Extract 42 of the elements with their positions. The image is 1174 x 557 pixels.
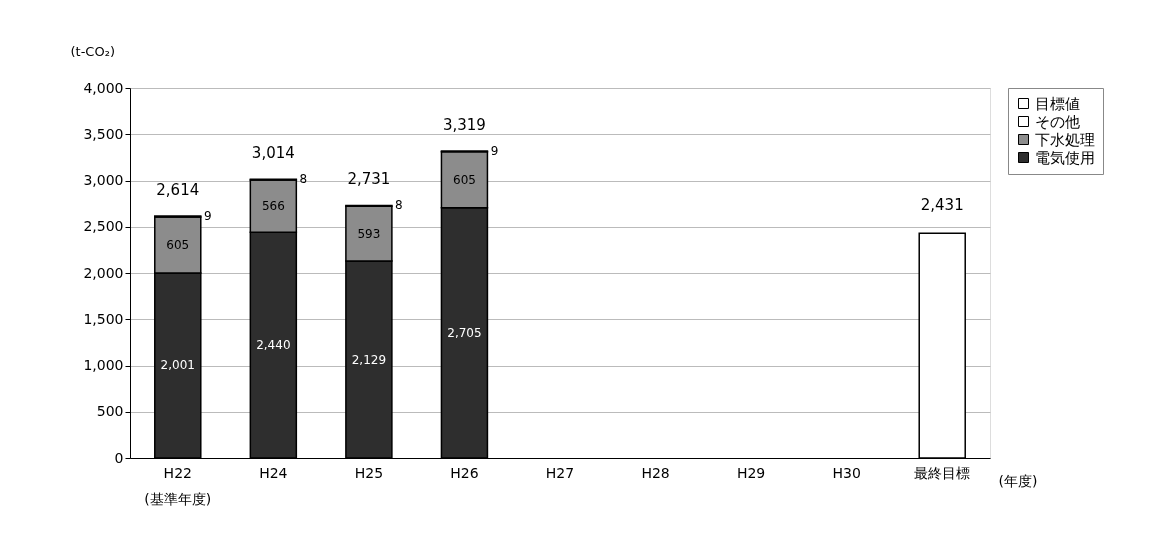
data-label: 2,431 (920, 196, 964, 215)
x-tick-label: H30 (832, 464, 861, 481)
x-tick-label: H22 (163, 464, 192, 481)
total-label: 3,319 (442, 115, 486, 134)
x-axis-title: (年度) (998, 472, 1038, 489)
legend-label: 下水処理 (1035, 130, 1095, 149)
data-label: 2,129 (351, 352, 387, 367)
data-label: 2,705 (447, 325, 482, 340)
y-tick-label: 0 (114, 449, 124, 466)
y-tick-label: 2,500 (83, 218, 124, 235)
y-tick-label: 1,000 (83, 357, 124, 373)
data-label: 8 (299, 172, 308, 187)
data-label: 9 (490, 143, 499, 158)
text: (基準年度) (144, 491, 212, 507)
x-tick-label: H29 (736, 464, 766, 481)
y-tick-label: 1,500 (83, 310, 124, 327)
data-label: 9 (203, 209, 212, 224)
total-label: 3,014 (251, 144, 295, 163)
data-label: 605 (452, 172, 476, 187)
y-tick-label: 4,000 (83, 79, 124, 96)
x-tick-label: 最終目標 (914, 464, 971, 481)
legend-label: 目標値 (1035, 94, 1080, 113)
legend-label: 電気使用 (1035, 148, 1095, 167)
data-label: 566 (261, 199, 285, 214)
x-tick-label: H24 (259, 464, 288, 481)
data-label: 605 (166, 237, 190, 252)
x-tick-label: H26 (450, 464, 479, 481)
x-tick-label: H28 (641, 464, 670, 481)
data-label: 2,001 (160, 358, 195, 373)
legend-label: その他 (1035, 112, 1080, 131)
total-label: 2,731 (347, 170, 391, 189)
data-label: 8 (395, 198, 403, 213)
y-tick-label: 2,000 (83, 264, 124, 281)
y-tick-label: 500 (96, 403, 124, 420)
y-axis-title: (t-CO₂) (70, 43, 115, 59)
data-label: 593 (357, 226, 381, 241)
y-tick-label: 3,500 (83, 125, 124, 142)
x-tick-label: H25 (354, 464, 384, 481)
data-label: 2,440 (256, 338, 291, 353)
y-tick-label: 3,000 (83, 172, 124, 188)
total-label: 2,614 (156, 181, 200, 200)
x-tick-label: H27 (545, 464, 575, 481)
